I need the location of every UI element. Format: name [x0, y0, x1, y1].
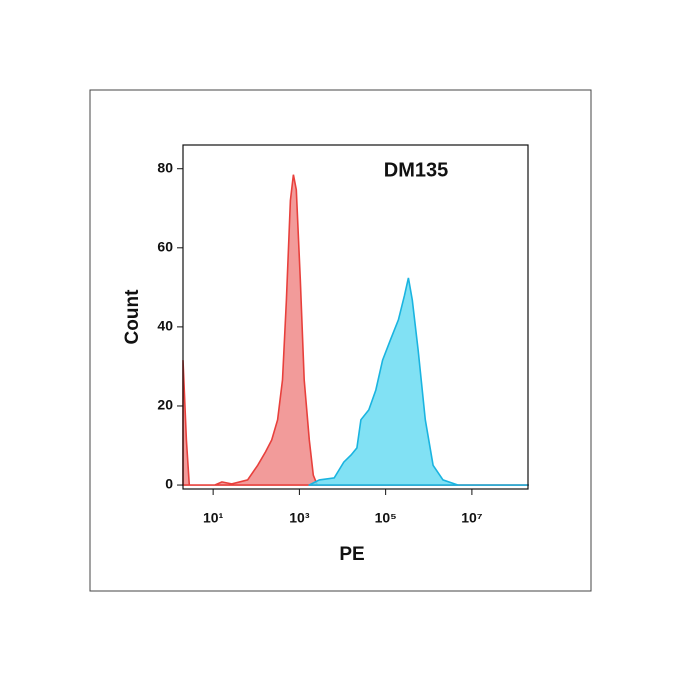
y-tick-label: 0	[165, 476, 173, 492]
chart-title: DM135	[384, 159, 448, 181]
x-tick-label: 10¹	[203, 510, 224, 526]
plot-frame	[182, 144, 529, 490]
x-tick-label: 10⁷	[461, 510, 483, 526]
x-tick-label: 10⁵	[375, 510, 397, 526]
y-tick-label: 60	[157, 239, 173, 255]
y-tick-label: 40	[157, 318, 173, 334]
x-tick-label: 10³	[289, 510, 310, 526]
x-axis-label: PE	[339, 544, 364, 565]
histogram-area	[182, 174, 529, 486]
y-tick-label: 80	[157, 159, 173, 175]
y-tick-label: 20	[157, 397, 173, 413]
outer-frame	[89, 89, 592, 592]
y-axis-label: Count	[122, 289, 143, 345]
histogram-area	[308, 277, 529, 486]
